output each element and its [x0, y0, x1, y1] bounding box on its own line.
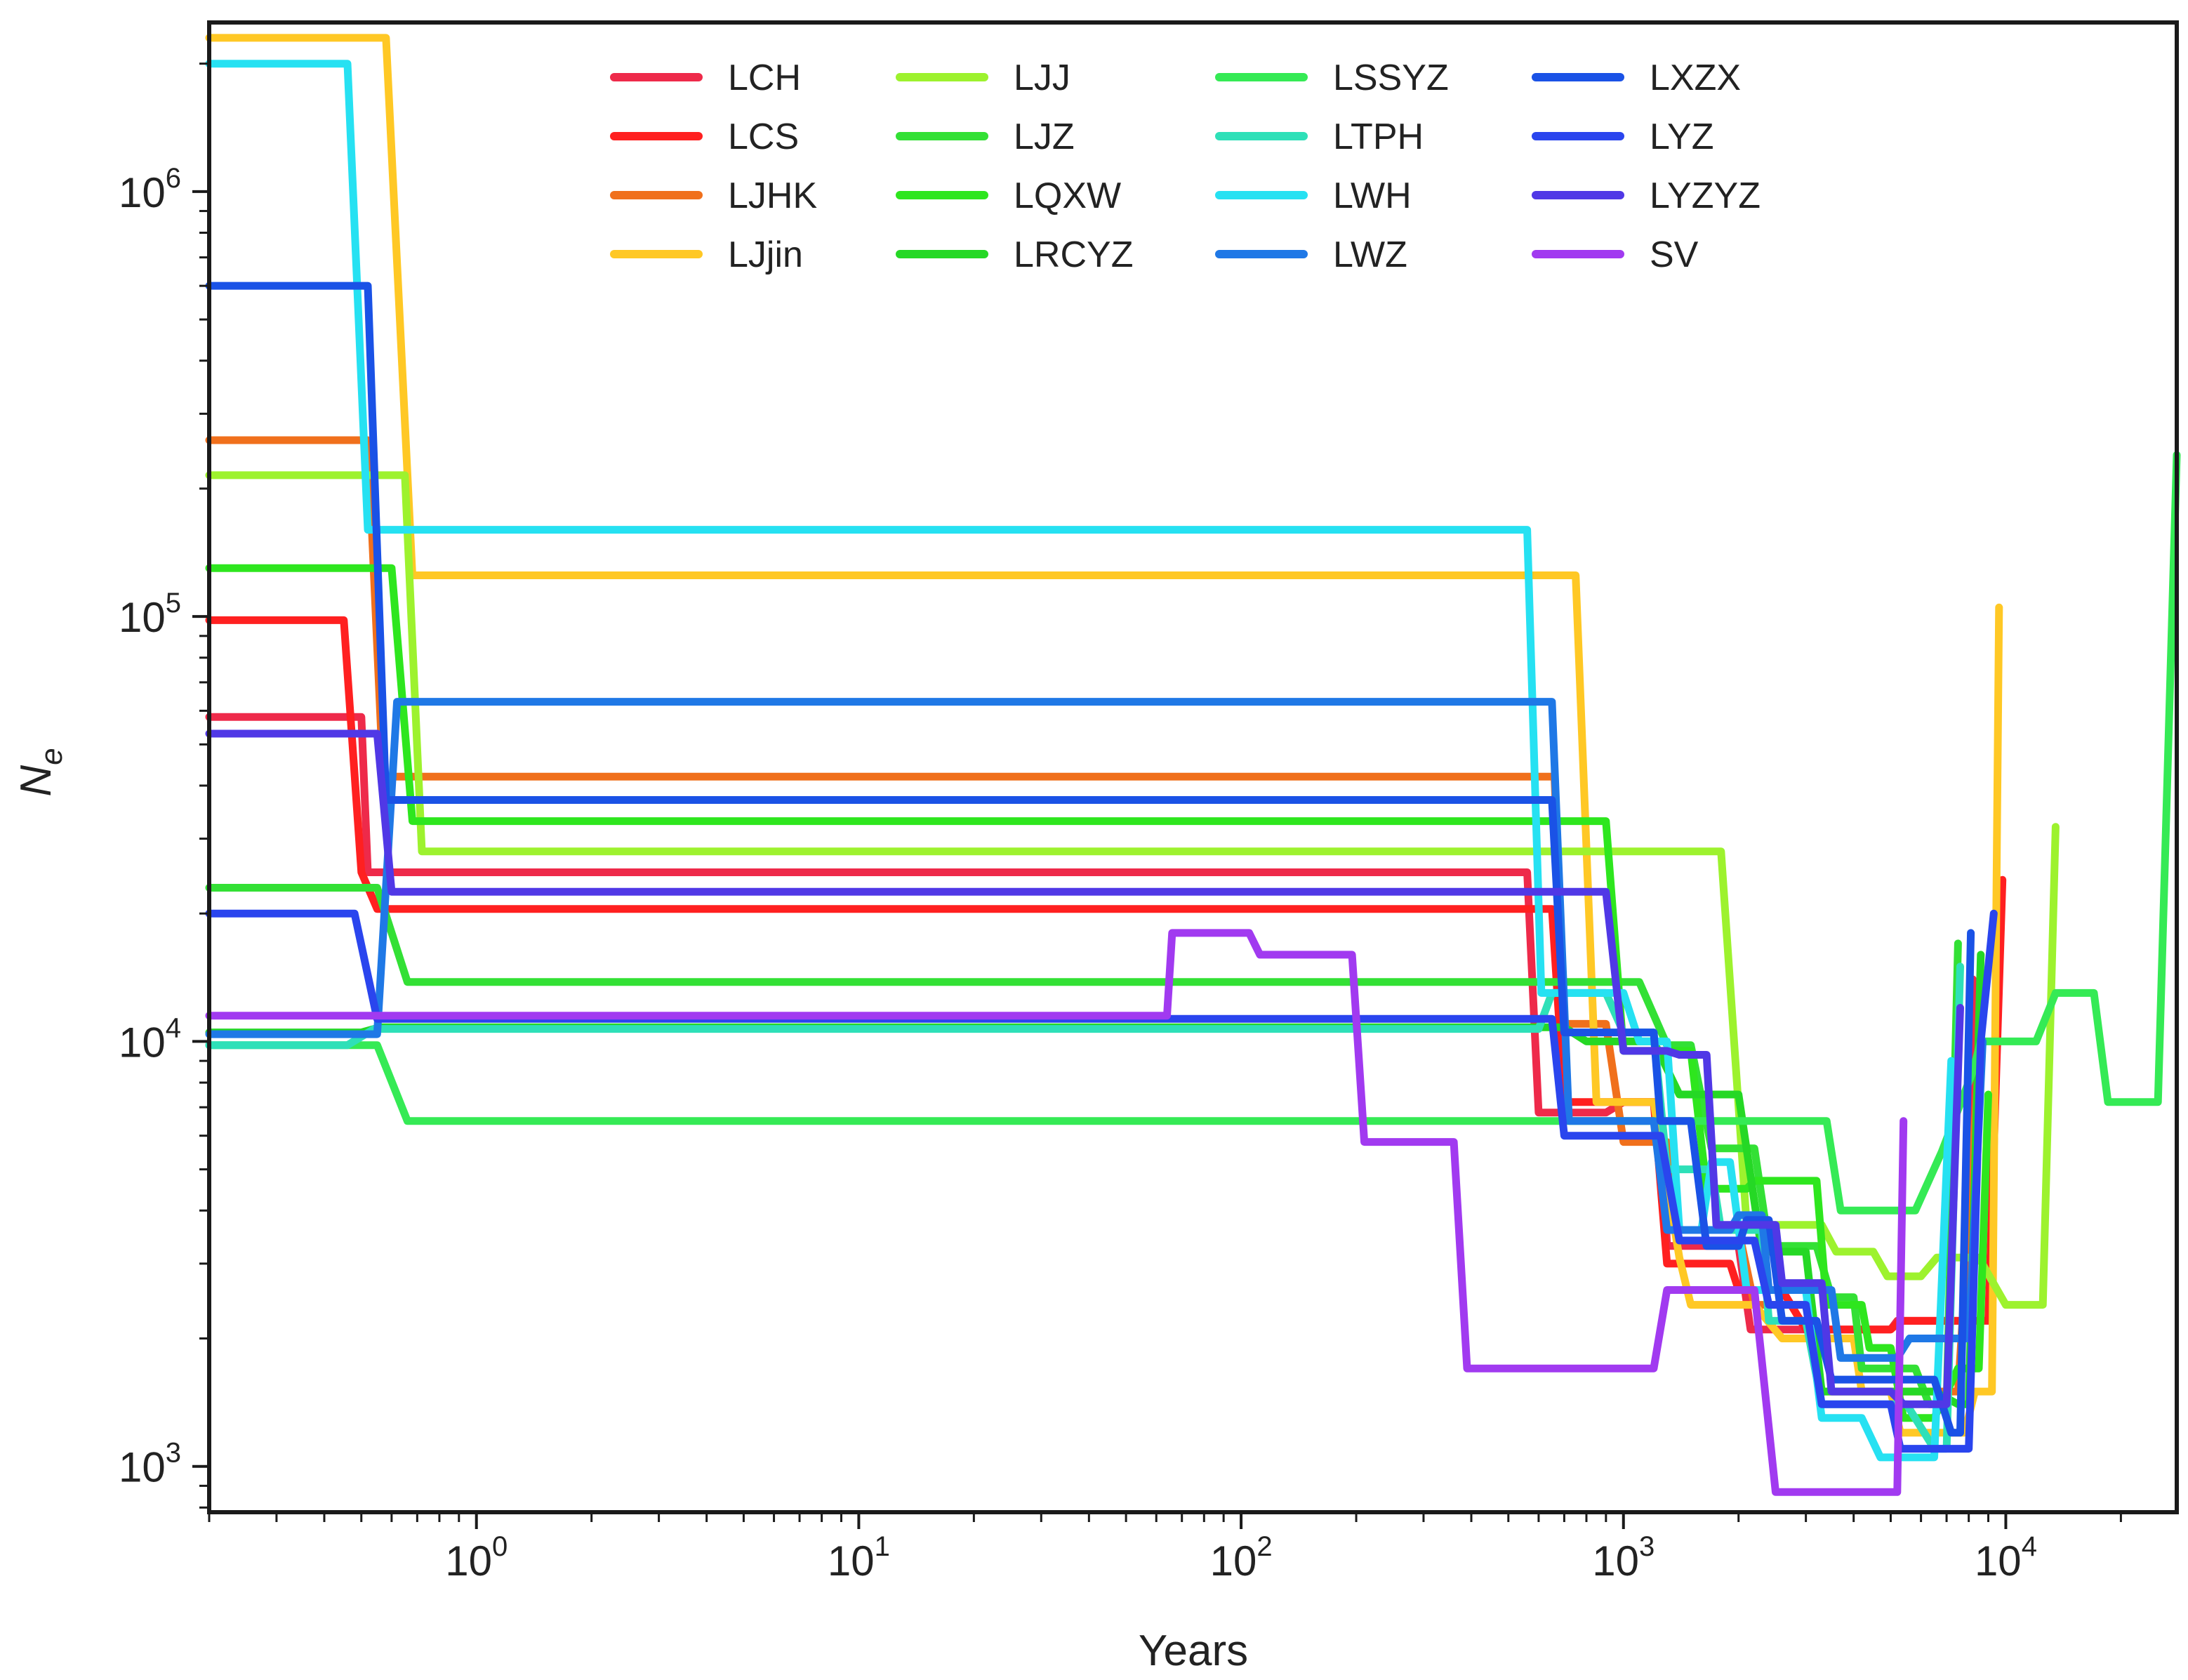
legend-label: LJZ — [1014, 117, 1075, 157]
legend-label: LXZX — [1650, 58, 1741, 98]
x-axis-label: Years — [1139, 1627, 1248, 1675]
y-axis-label-subscript: e — [34, 748, 69, 765]
legend-label: LYZ — [1650, 117, 1714, 157]
legend-label: LCH — [728, 58, 801, 98]
series-line-lcs — [205, 616, 2007, 1334]
legend-item-sv: SV — [1532, 234, 1699, 275]
y-axis-ticks: 103 104 105 106 — [119, 163, 209, 1491]
y-tick-label: 106 — [119, 163, 181, 216]
svg-text:Ne: Ne — [12, 748, 69, 796]
legend: LCH LCS LJHK LJjin LJJ LJZ LQXW LRCYZ LSSYZ LTPH L… — [610, 58, 1761, 275]
x-tick-label: 100 — [445, 1531, 508, 1585]
x-tick-label: 103 — [1592, 1531, 1655, 1585]
legend-label: LRCYZ — [1014, 234, 1133, 275]
legend-label: LJjin — [728, 234, 803, 275]
legend-item-lcs: LCS — [610, 117, 799, 157]
series-line-lssyz — [205, 451, 2181, 1215]
y-tick-label: 104 — [119, 1012, 181, 1066]
legend-label: LJHK — [728, 176, 817, 216]
y-tick-label: 103 — [119, 1438, 181, 1491]
legend-label: LWH — [1333, 176, 1412, 216]
series-line-lxzx — [205, 282, 1975, 1437]
legend-label: LCS — [728, 117, 799, 157]
legend-item-ljj: LJJ — [896, 58, 1070, 98]
plot-area — [209, 22, 2177, 1512]
legend-item-lyzyz: LYZYZ — [1532, 176, 1761, 216]
legend-item-lyz: LYZ — [1532, 117, 1714, 157]
series-layer — [205, 34, 2181, 1496]
legend-item-lch: LCH — [610, 58, 801, 98]
series-line-ljj — [205, 471, 2060, 1309]
legend-label: SV — [1650, 234, 1699, 275]
series-line-sv — [205, 929, 1908, 1496]
y-axis-label: Ne — [12, 748, 69, 796]
legend-item-ljz: LJZ — [896, 117, 1075, 157]
x-tick-label: 102 — [1210, 1531, 1273, 1585]
legend-item-lwz: LWZ — [1215, 234, 1407, 275]
legend-label: LSSYZ — [1333, 58, 1449, 98]
legend-item-lqxw: LQXW — [896, 176, 1121, 216]
legend-item-lxzx: LXZX — [1532, 58, 1741, 98]
legend-label: LWZ — [1333, 234, 1407, 275]
legend-label: LTPH — [1333, 117, 1424, 157]
legend-item-ljhk: LJHK — [610, 176, 817, 216]
y-axis-label-main: N — [12, 765, 60, 797]
legend-item-lssyz: LSSYZ — [1215, 58, 1449, 98]
y-tick-label: 105 — [119, 588, 181, 641]
minor-ticks — [199, 62, 2122, 1522]
legend-item-lrcyz: LRCYZ — [896, 234, 1133, 275]
legend-item-ltph: LTPH — [1215, 117, 1424, 157]
x-tick-label: 104 — [1975, 1531, 2037, 1585]
legend-label: LJJ — [1014, 58, 1070, 98]
legend-item-ljjin: LJjin — [610, 234, 803, 275]
legend-item-lwh: LWH — [1215, 176, 1412, 216]
legend-label: LYZYZ — [1650, 176, 1761, 216]
x-tick-label: 101 — [828, 1531, 890, 1585]
legend-label: LQXW — [1014, 176, 1121, 216]
plot-frame — [207, 20, 2179, 1514]
x-axis-ticks: 100 101 102 103 104 — [445, 1512, 2037, 1585]
series-line-lyzyz — [205, 729, 1964, 1408]
